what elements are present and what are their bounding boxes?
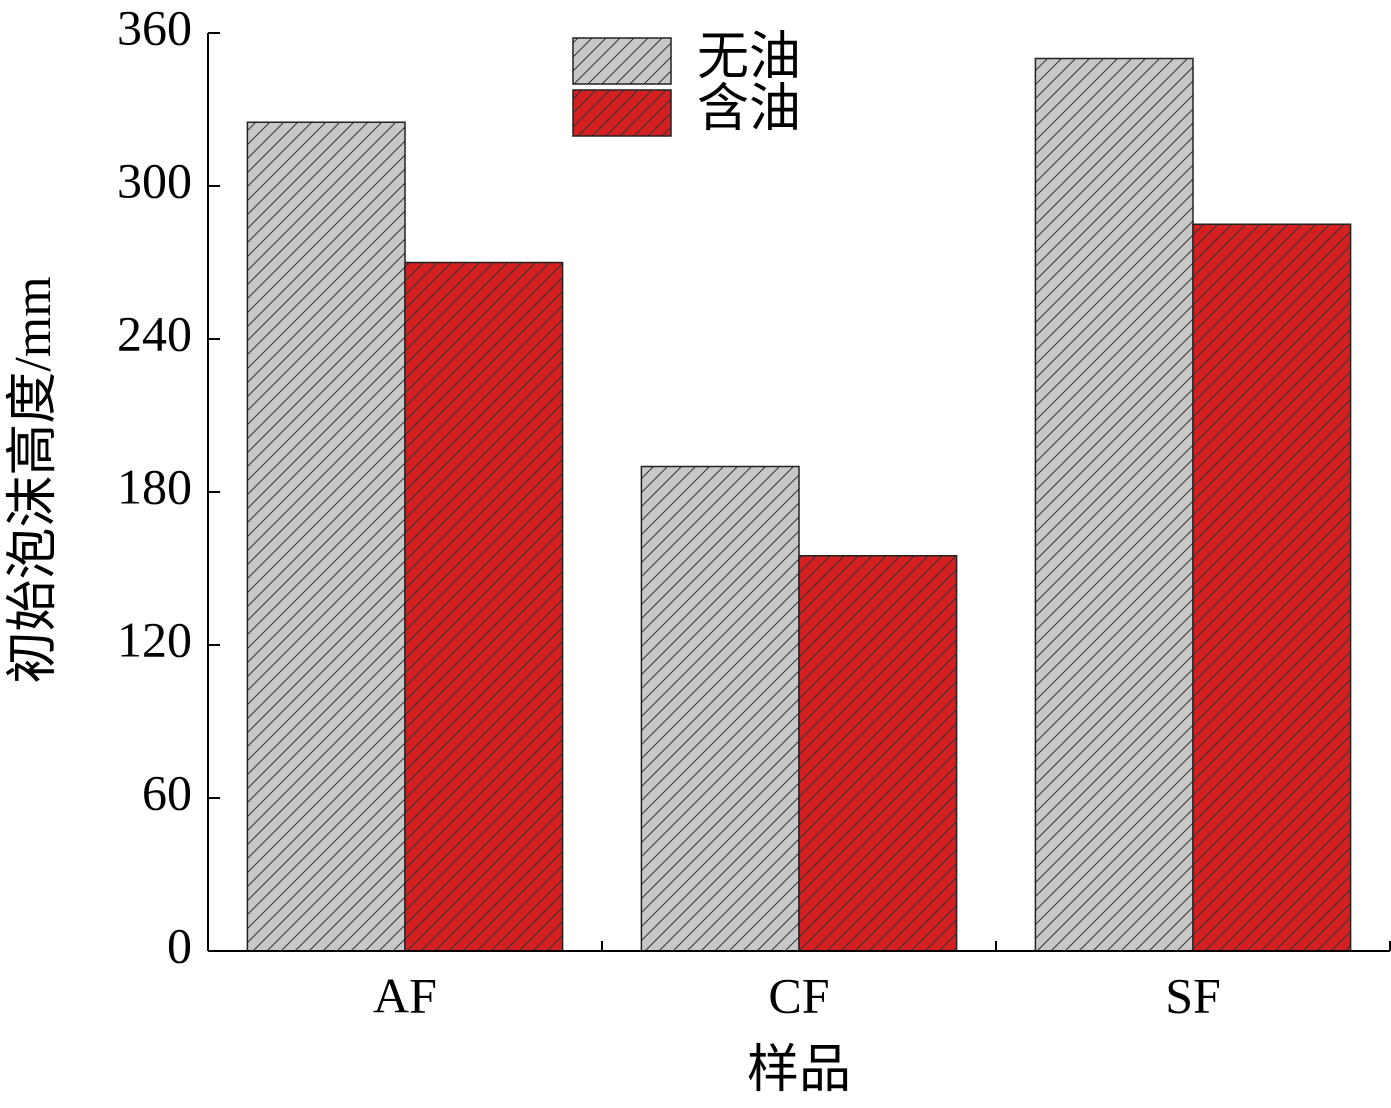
y-axis-label: 初始泡沫高度/mm (5, 276, 62, 683)
y-tick-label: 120 (117, 611, 192, 667)
x-tick-label: SF (1165, 967, 1221, 1023)
bar (798, 555, 958, 952)
legend-swatch (572, 37, 672, 85)
bar (246, 121, 406, 952)
y-tick-label: 60 (142, 764, 192, 820)
x-tick-label: CF (768, 967, 829, 1023)
x-tick-label: AF (373, 967, 437, 1023)
bar (1192, 223, 1352, 952)
x-axis-label: 样品 (747, 1042, 851, 1099)
bar (640, 465, 800, 952)
legend-label: 无油 (697, 29, 801, 86)
y-tick-label: 360 (117, 0, 192, 55)
legend-swatch (572, 89, 672, 137)
y-tick-label: 300 (117, 152, 192, 208)
bar (404, 261, 564, 952)
y-tick-label: 0 (167, 917, 192, 973)
y-tick-label: 240 (117, 305, 192, 361)
bar (1034, 57, 1194, 952)
y-tick-label: 180 (117, 458, 192, 514)
legend-label: 含油 (697, 81, 801, 138)
